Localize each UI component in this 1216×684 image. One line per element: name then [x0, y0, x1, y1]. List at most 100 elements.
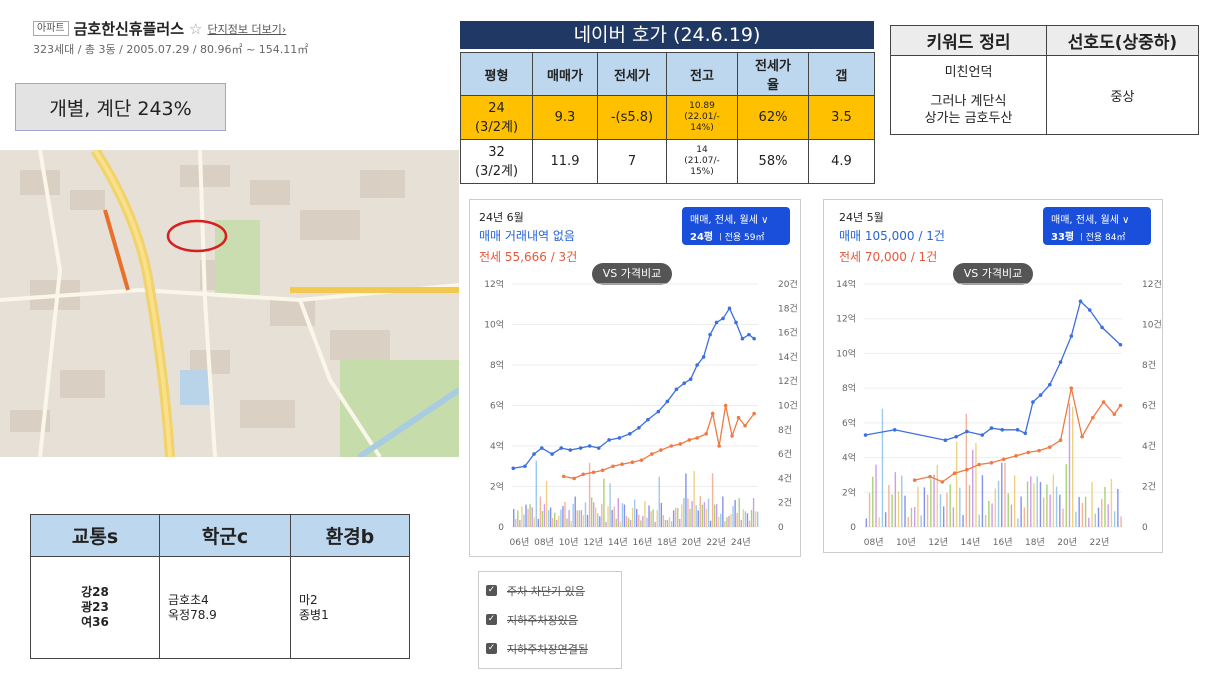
data-point	[688, 377, 693, 381]
x-tick-label: 10년	[896, 537, 916, 548]
transport-value: 강28	[81, 585, 109, 599]
y-tick-label: 12억	[484, 280, 504, 290]
volume-bar	[1097, 507, 1100, 527]
volume-bar	[564, 501, 566, 527]
volume-bar	[744, 511, 747, 527]
volume-bar	[1010, 504, 1013, 527]
sale-summary: 매매 105,000 / 1건	[839, 229, 945, 243]
size-label: 33평	[1051, 232, 1075, 243]
checkbox-row[interactable]: ✓ 주차 차단기 있음	[479, 576, 621, 605]
data-point	[734, 320, 738, 325]
data-point	[752, 411, 756, 416]
volume-bar	[1078, 497, 1080, 527]
x-tick-label: 10년	[559, 537, 579, 548]
data-point	[581, 472, 586, 477]
volume-bar	[722, 496, 724, 527]
preference-header: 선호도(상중하)	[1046, 25, 1199, 56]
volume-bar	[1110, 479, 1113, 527]
checkbox-checked-icon[interactable]: ✓	[486, 643, 497, 654]
volume-bar	[664, 520, 667, 527]
volume-bar	[517, 510, 519, 527]
volume-bar	[1094, 513, 1096, 527]
cell: 10.89 (22.01/- 14%)	[666, 95, 738, 140]
data-point	[965, 429, 969, 434]
cell: 32 (3/2계)	[460, 139, 533, 184]
volume-bar	[537, 518, 540, 527]
favorite-star-icon[interactable]: ☆	[189, 19, 203, 38]
data-point	[1112, 412, 1117, 416]
volume-bar	[984, 514, 987, 527]
school-cell: 금호초4 옥정78.9	[159, 556, 291, 659]
sale-summary: 매매 거래내역 없음	[479, 229, 575, 243]
volume-bar	[515, 519, 517, 527]
checkbox-checked-icon[interactable]: ✓	[486, 585, 497, 596]
x-tick-label: 22년	[706, 537, 726, 548]
cell: -(s5.8)	[597, 95, 667, 140]
volume-bar	[691, 501, 693, 527]
vs-compare-button[interactable]: VS 가격비교	[953, 263, 1033, 285]
cell: 58%	[737, 139, 809, 184]
checkbox-row[interactable]: ✓ 지하주차장있음	[479, 605, 621, 634]
data-point	[727, 306, 732, 311]
data-point	[747, 332, 751, 337]
data-point	[511, 466, 516, 471]
chart-period: 24년 6월	[479, 211, 524, 224]
y2-tick-label: 6건	[1142, 401, 1156, 412]
y2-tick-label: 6건	[778, 449, 792, 460]
volume-bar	[580, 510, 583, 527]
volume-bar	[631, 507, 634, 527]
volume-bar	[677, 508, 679, 527]
y-tick-label: 6억	[842, 417, 856, 429]
data-point	[561, 474, 566, 479]
data-point	[1091, 415, 1095, 420]
volume-bar	[740, 519, 742, 527]
data-point	[912, 478, 917, 482]
volume-bar	[674, 507, 677, 527]
data-point	[1078, 299, 1083, 304]
data-point	[695, 436, 699, 440]
data-point	[989, 460, 994, 465]
checkbox-checked-icon[interactable]: ✓	[486, 614, 497, 625]
y-tick-label: 0	[850, 523, 856, 533]
data-point	[943, 438, 948, 443]
volume-bar	[551, 518, 554, 527]
deal-type-button[interactable]: 매매, 전세, 월세 ∨ 33평 ㅣ전용 84㎡	[1043, 207, 1151, 245]
volume-bar	[574, 496, 576, 527]
volume-bar	[930, 479, 932, 527]
volume-bar	[531, 507, 533, 527]
volume-bar	[742, 509, 745, 527]
data-point	[539, 446, 544, 450]
col-header: 매매가	[532, 52, 598, 96]
data-point	[1048, 445, 1052, 449]
complex-info-more-link[interactable]: 단지정보 더보기›	[207, 21, 286, 37]
data-point	[659, 448, 663, 452]
area-label: 전용 84㎡	[1085, 233, 1126, 243]
volume-bar	[997, 480, 1000, 527]
keyword-notes: 미친언덕 그러나 계단식 상가는 금호두산	[890, 55, 1047, 135]
data-point	[656, 409, 661, 414]
volume-bar	[601, 503, 603, 527]
vs-compare-button[interactable]: VS 가격비교	[592, 263, 672, 285]
volume-bar	[901, 475, 903, 527]
volume-bar	[545, 481, 548, 527]
deal-type-button[interactable]: 매매, 전세, 월세 ∨ 24평 ㅣ전용 59㎡	[682, 207, 790, 245]
checkbox-label: 주차 차단기 있음	[507, 584, 585, 598]
data-point	[559, 446, 563, 450]
location-map[interactable]	[0, 150, 459, 457]
volume-bar	[640, 520, 642, 527]
volume-bar	[562, 506, 564, 527]
y-tick-label: 4억	[490, 440, 504, 452]
cell: 3.5	[808, 95, 875, 140]
data-point	[607, 438, 611, 442]
data-point	[568, 448, 573, 452]
checkbox-row[interactable]: ✓ 지하주차장연결됨	[479, 634, 621, 663]
volume-bar	[560, 509, 562, 527]
volume-bar	[734, 499, 736, 527]
y2-tick-label: 8건	[778, 425, 792, 436]
volume-bar	[1081, 502, 1084, 527]
data-point	[965, 467, 969, 472]
x-tick-label: 24년	[731, 537, 751, 548]
cell: 11.9	[532, 139, 598, 184]
volume-bar	[572, 503, 574, 527]
volume-bar	[711, 473, 714, 527]
